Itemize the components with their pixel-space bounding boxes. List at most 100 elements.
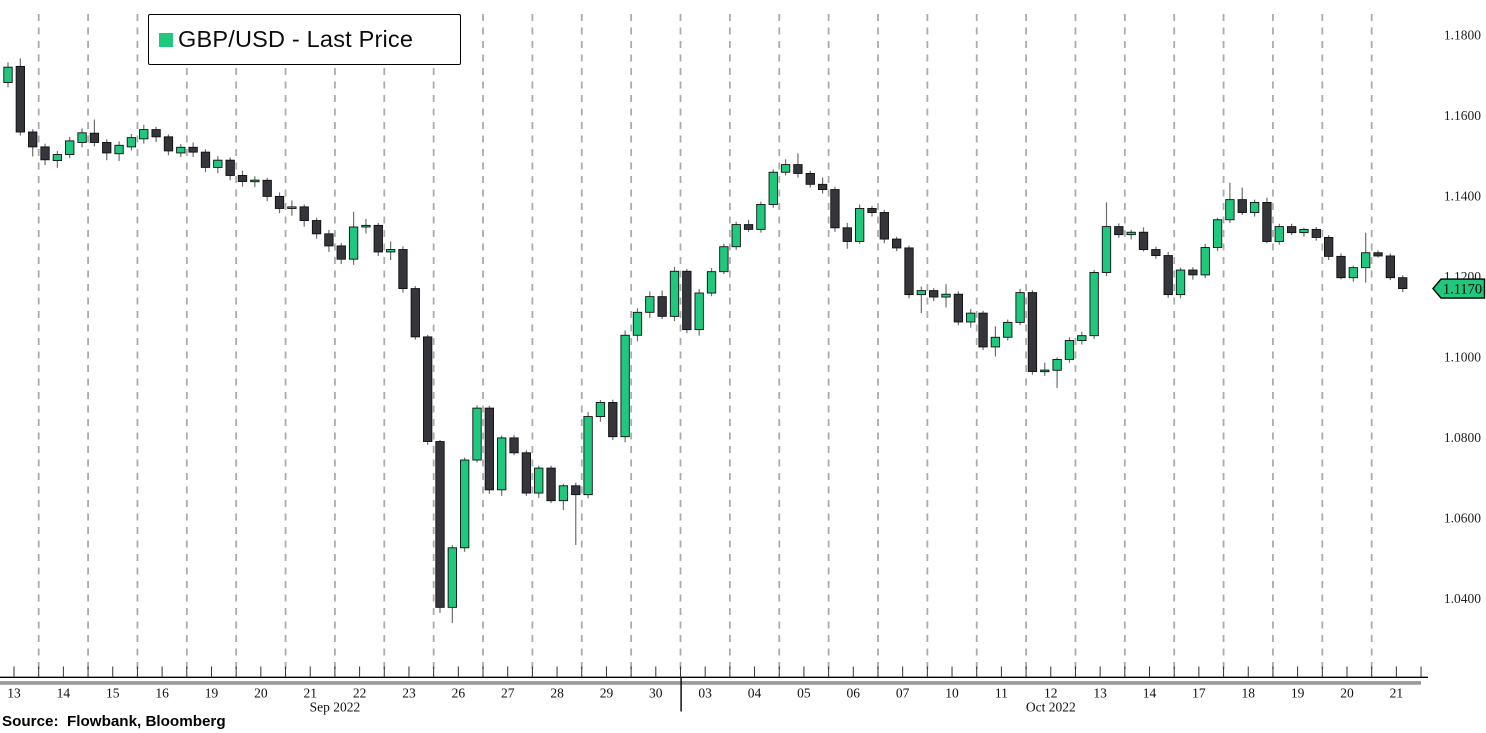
candle-up [966, 312, 976, 323]
y-tick-label: 1.0400 [1444, 591, 1481, 606]
day-label: 07 [896, 686, 910, 701]
candle-up [632, 311, 643, 336]
candle-up [250, 179, 260, 183]
candle-up [990, 336, 1001, 348]
candle-up [361, 224, 371, 228]
candle-up [472, 407, 482, 461]
candle-down [336, 245, 346, 260]
candle-up [756, 204, 766, 230]
candle-up [854, 208, 865, 242]
candle-down [830, 189, 840, 229]
candle-up [694, 292, 704, 331]
y-tick-label: 1.1400 [1444, 189, 1481, 204]
day-label: 13 [7, 686, 21, 701]
candle-up [497, 437, 507, 491]
candle-down [89, 132, 100, 143]
day-label: 03 [698, 686, 712, 701]
candle-down [1398, 277, 1408, 290]
candle-up [1212, 219, 1223, 248]
day-label: 18 [1242, 686, 1256, 701]
candle-down [978, 312, 988, 348]
candle-down [237, 175, 248, 182]
candle-down [509, 437, 519, 454]
day-label: 14 [57, 686, 71, 701]
candle-up [1003, 321, 1013, 338]
candle-up [77, 132, 87, 143]
day-label: 13 [1093, 686, 1107, 701]
candle-up [1089, 272, 1099, 337]
candle-up [1015, 292, 1025, 323]
candle-up [65, 140, 75, 155]
candle-up [768, 171, 778, 205]
candle-up [1274, 226, 1284, 242]
day-label: 17 [1192, 686, 1206, 701]
candle-down [1286, 226, 1297, 234]
candle-down [904, 247, 914, 296]
candle-down [1188, 269, 1198, 276]
day-label: 15 [106, 686, 120, 701]
candle-up [1077, 335, 1087, 341]
candle-up [558, 485, 569, 502]
candle-down [151, 129, 161, 138]
y-tick-label: 1.0600 [1444, 511, 1481, 526]
candle-down [743, 224, 754, 230]
candle-down [398, 249, 408, 290]
candle-down [262, 179, 272, 197]
candle-up [1052, 358, 1062, 371]
candle-up [126, 137, 137, 148]
candle-down [102, 142, 112, 154]
candle-up [916, 290, 926, 296]
candles [3, 58, 1408, 624]
candle-up [780, 164, 791, 173]
candle-up [213, 159, 223, 168]
candle-down [28, 131, 38, 148]
candle-down [40, 146, 50, 161]
day-label: 26 [452, 686, 466, 701]
candle-down [546, 467, 556, 502]
candle-up [447, 547, 457, 608]
day-label: 14 [1143, 686, 1157, 701]
candle-up [114, 144, 124, 155]
candle-down [805, 173, 815, 185]
candle-up [645, 296, 655, 313]
candle-up [941, 293, 951, 298]
candle-down [521, 452, 532, 494]
candle-up [385, 249, 396, 253]
day-label: 19 [205, 686, 219, 701]
candle-down [879, 212, 889, 240]
month-label: Oct 2022 [1026, 700, 1076, 715]
day-label: 27 [501, 686, 515, 701]
candle-down [682, 270, 692, 331]
day-label: 06 [847, 686, 861, 701]
candle-down [1138, 231, 1149, 250]
candle-up [176, 146, 186, 154]
candle-down [410, 288, 420, 338]
candle-down [200, 151, 211, 168]
candle-up [348, 226, 359, 260]
candle-down [225, 159, 235, 176]
candle-down [657, 296, 667, 317]
candle-up [1225, 199, 1235, 221]
candle-down [1311, 228, 1321, 238]
candle-up [669, 270, 680, 317]
candle-down [929, 290, 939, 298]
day-label: 10 [945, 686, 959, 701]
candle-down [299, 206, 309, 222]
candle-down [15, 65, 25, 133]
y-tick-label: 1.1800 [1444, 28, 1481, 43]
source-note: Source: Flowbank, Bloomberg [2, 713, 226, 730]
candle-down [842, 227, 852, 242]
candle-down [867, 208, 877, 213]
x-axis: 13 14 15 16 19 20 21 22 23 26 27 28 29 30 03 04 05 06 07 10… [0, 666, 1428, 715]
series-marker-icon [159, 32, 173, 47]
candle-down [1027, 292, 1038, 372]
day-label: 20 [1340, 686, 1354, 701]
day-label: 28 [550, 686, 564, 701]
y-tick-label: 1.1600 [1444, 108, 1481, 123]
candle-up [595, 402, 606, 418]
candle-up [620, 334, 630, 438]
candle-up [1299, 228, 1309, 234]
day-label: 05 [797, 686, 811, 701]
candle-down [953, 293, 964, 323]
